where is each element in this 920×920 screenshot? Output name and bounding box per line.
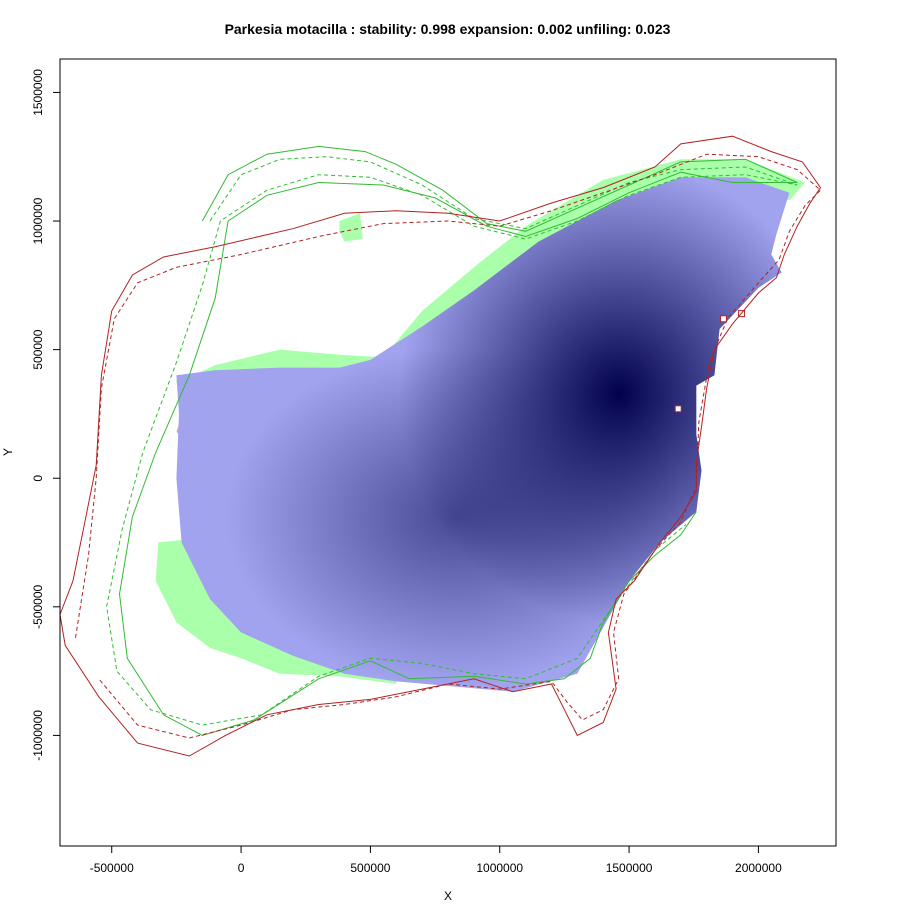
y-tick-label: 500000 bbox=[31, 329, 45, 369]
y-tick-label: -1000000 bbox=[31, 710, 45, 761]
y-tick-label: -500000 bbox=[31, 584, 45, 628]
chart-title: Parkesia motacilla : stability: 0.998 ex… bbox=[224, 21, 671, 37]
density-peak bbox=[225, 346, 686, 687]
invaded-range-outline bbox=[60, 135, 822, 757]
axes: -500000 0 500000 1000000 1500000 2000000 -1000… bbox=[31, 58, 837, 875]
x-tick-label: 2000000 bbox=[735, 861, 782, 875]
x-tick-label: 0 bbox=[238, 861, 245, 875]
native-range-outline-dashed bbox=[106, 156, 798, 726]
y-axis-label: Y bbox=[1, 448, 15, 457]
niche-regions bbox=[155, 159, 805, 692]
y-tick-label: 0 bbox=[31, 475, 45, 482]
x-tick-label: 1000000 bbox=[476, 861, 523, 875]
raster-hole bbox=[719, 315, 727, 323]
invaded-range-outline-dashed bbox=[75, 153, 822, 739]
unfilling-region bbox=[176, 159, 805, 384]
range-outlines bbox=[60, 135, 822, 757]
x-axis-label: X bbox=[443, 889, 452, 903]
unfilling-region bbox=[339, 213, 363, 242]
raster-hole bbox=[674, 405, 682, 413]
native-range-outline bbox=[118, 145, 798, 736]
x-tick-label: 500000 bbox=[350, 861, 390, 875]
y-tick-label: 1500000 bbox=[31, 69, 45, 116]
x-tick-label: -500000 bbox=[90, 861, 134, 875]
plot-frame bbox=[59, 58, 837, 847]
unfilling-region bbox=[155, 539, 397, 684]
y-tick-label: 1000000 bbox=[31, 197, 45, 244]
x-tick-label: 1500000 bbox=[606, 861, 653, 875]
